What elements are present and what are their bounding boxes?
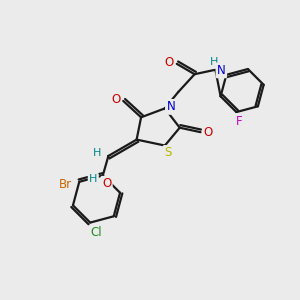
Text: O: O: [165, 56, 174, 69]
Text: S: S: [164, 146, 172, 160]
Text: H: H: [89, 174, 98, 184]
Text: O: O: [102, 177, 111, 190]
Text: O: O: [203, 126, 213, 139]
Text: Cl: Cl: [90, 226, 102, 239]
Text: H: H: [93, 148, 101, 158]
Text: H: H: [210, 57, 218, 67]
Text: N: N: [167, 100, 175, 113]
Text: N: N: [217, 64, 226, 77]
Text: O: O: [111, 93, 120, 106]
Text: Br: Br: [59, 178, 73, 191]
Text: F: F: [236, 115, 243, 128]
